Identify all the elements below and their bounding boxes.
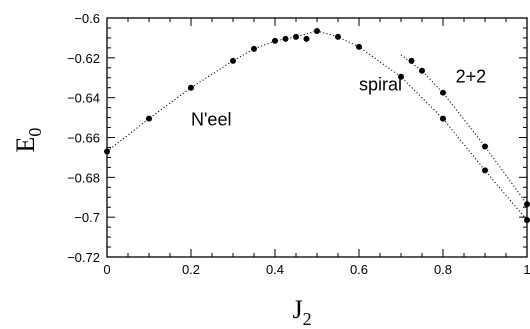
data-point-series-1: [314, 27, 320, 34]
fit-curve-1: [106, 30, 528, 221]
y-axis-title-sub: 0: [25, 128, 45, 137]
annotation-label: spiral: [359, 75, 402, 95]
data-point-series-1: [524, 217, 530, 224]
data-point-series-2: [419, 67, 425, 74]
plot-frame: [106, 17, 528, 258]
y-axis-title: E0: [11, 128, 45, 153]
axis-titles: J2 E0: [11, 128, 312, 329]
y-tick-label: −0.62: [67, 51, 100, 66]
y-tick-label: −0.64: [67, 91, 100, 106]
y-tick-label: −0.68: [67, 170, 100, 185]
x-axis-title-main: J: [292, 295, 302, 324]
data-point-series-2: [440, 89, 446, 96]
data-point-series-1: [251, 45, 257, 52]
x-axis-title-sub: 2: [303, 309, 312, 329]
data-point-series-1: [293, 33, 299, 40]
fit-curve-2: [400, 54, 528, 205]
data-point-series-2: [524, 201, 530, 208]
y-tick-label: −0.6: [74, 11, 100, 26]
data-point-series-1: [303, 35, 310, 42]
y-axis-title-main: E: [11, 137, 40, 153]
data-point-series-2: [482, 143, 488, 150]
y-tick-label: −0.66: [67, 131, 100, 146]
data-point-series-1: [272, 37, 278, 44]
x-tick-label: 0.8: [434, 262, 452, 277]
data-point-series-1: [335, 33, 341, 40]
x-tick-label: 0.4: [266, 262, 284, 277]
data-point-series-1: [482, 167, 488, 174]
x-tick-label: 0: [103, 262, 110, 277]
plot-area: 0 0.2 0.4 0.6 0.8 1 −0.72 −0.7 −0.68 −0.66 −0.64 −0…: [67, 11, 530, 277]
data-point-series-1: [104, 148, 110, 155]
y-tick-label: −0.72: [67, 250, 100, 265]
data-point-series-2: [408, 57, 415, 64]
data-point-series-1: [146, 115, 152, 122]
data-point-series-1: [282, 35, 289, 42]
data-point-series-1: [440, 115, 446, 122]
x-axis-title: J2: [292, 295, 311, 329]
x-tick-label: 0.6: [350, 262, 368, 277]
data-point-series-1: [398, 73, 404, 80]
x-tick-label: 1: [523, 262, 530, 277]
data-point-series-1: [356, 43, 362, 50]
annotation-label: 2+2: [456, 67, 487, 87]
data-point-series-1: [188, 84, 194, 91]
y-tick-label: −0.7: [74, 210, 100, 225]
data-point-series-1: [230, 57, 236, 64]
annotation-label: N'eel: [191, 110, 231, 130]
x-tick-label: 0.2: [182, 262, 200, 277]
